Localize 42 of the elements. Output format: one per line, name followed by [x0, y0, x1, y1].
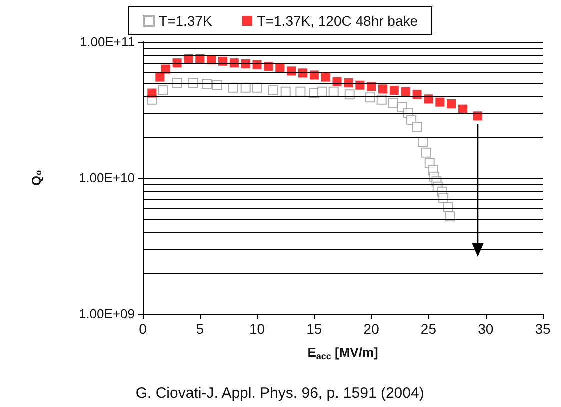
point: [376, 94, 387, 105]
point: [344, 90, 355, 100]
point: [328, 86, 339, 97]
x-tick-label: 20: [364, 321, 380, 337]
point: [447, 100, 456, 109]
point: [321, 72, 330, 82]
point: [188, 78, 198, 88]
point: [240, 82, 251, 93]
x-tick-label: 15: [306, 321, 322, 337]
x-tick-label: 5: [196, 321, 204, 337]
y-tick-label: 1.00E+10: [78, 170, 135, 186]
point: [268, 85, 278, 96]
y-axis-title: Q₀: [29, 170, 44, 186]
x-tick-label: 0: [139, 321, 148, 337]
point: [365, 92, 376, 103]
point: [296, 86, 306, 97]
point: [436, 98, 445, 107]
x-tick-label: 25: [420, 321, 437, 337]
point: [212, 80, 222, 90]
point: [421, 148, 432, 158]
point: [317, 86, 328, 97]
point: [158, 85, 168, 96]
point: [390, 86, 399, 95]
point: [445, 212, 456, 222]
point: [252, 82, 262, 93]
legend-label: T=1.37K: [158, 13, 213, 29]
y-tick-label: 1.00E+11: [80, 34, 135, 50]
x-tick-label: 10: [249, 321, 266, 337]
point: [388, 98, 398, 108]
y-tick-label: 1.00E+09: [78, 306, 135, 322]
legend-label: T=1.37K, 120C 48hr bake: [257, 13, 418, 29]
point: [156, 72, 165, 82]
point: [412, 122, 422, 132]
point: [280, 86, 291, 97]
point: [172, 78, 182, 88]
point: [202, 79, 212, 90]
point: [378, 84, 388, 94]
x-tick-label: 30: [478, 321, 494, 337]
text: G. Ciovati-J. Appl. Phys. 96, p. 1591 (2004): [136, 385, 424, 402]
point: [401, 87, 410, 96]
point: [228, 82, 238, 93]
x-tick-label: 35: [535, 321, 551, 337]
